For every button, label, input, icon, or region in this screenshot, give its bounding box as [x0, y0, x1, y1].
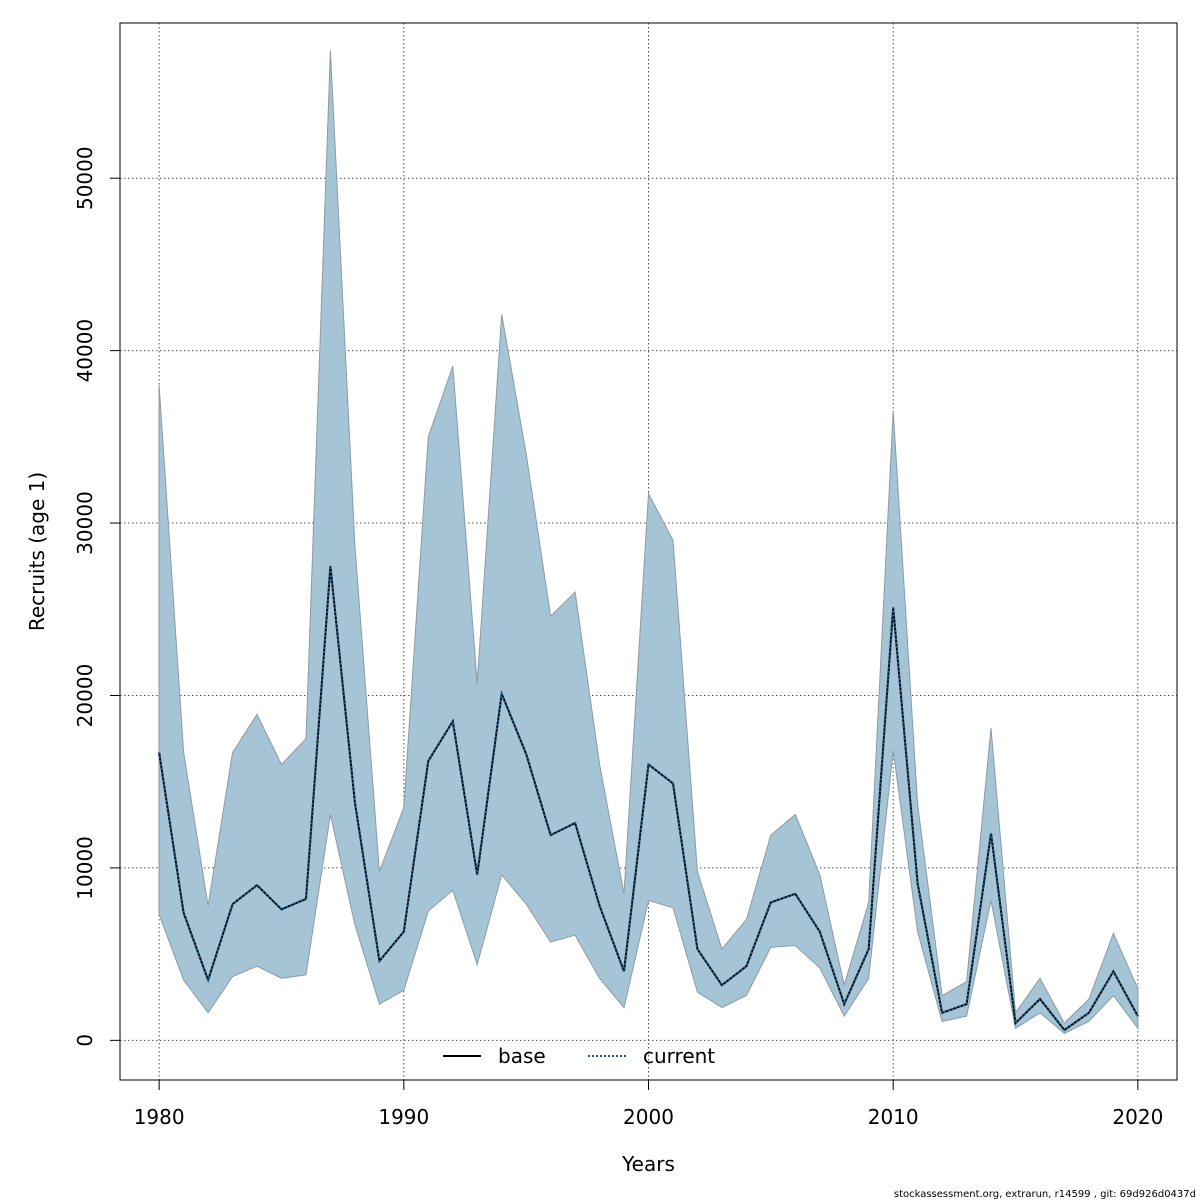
series-layer: [158, 566, 1139, 1032]
x-axis: 1980 1990 2000 2010 2020: [134, 1079, 1163, 1129]
legend-label-current: current: [643, 1044, 715, 1068]
x-tick-label-2010: 2010: [868, 1105, 919, 1129]
confidence-band: [158, 50, 1139, 1034]
series-line-current: [158, 566, 1139, 1032]
x-axis-title: Years: [621, 1152, 675, 1176]
y-axis-title: Recruits (age 1): [25, 472, 49, 631]
x-tick-label-1980: 1980: [134, 1105, 185, 1129]
legend-label-base: base: [498, 1044, 546, 1068]
y-tick-label-20000: 20000: [73, 664, 97, 728]
x-tick-label-2000: 2000: [623, 1105, 674, 1129]
confidence-band-layer: [158, 50, 1139, 1034]
x-tick-label-2020: 2020: [1112, 1105, 1163, 1129]
x-tick-label-1990: 1990: [378, 1105, 429, 1129]
y-tick-label-0: 0: [73, 1034, 97, 1047]
legend: base current: [443, 1044, 715, 1068]
y-axis: 0 10000 20000 30000 40000 50000: [73, 146, 121, 1047]
y-tick-label-10000: 10000: [73, 836, 97, 900]
y-tick-label-50000: 50000: [73, 146, 97, 210]
footer-note: stockassessment.org, extrarun, r14599 , …: [894, 1189, 1196, 1200]
y-tick-label-40000: 40000: [73, 319, 97, 383]
y-tick-label-30000: 30000: [73, 491, 97, 555]
